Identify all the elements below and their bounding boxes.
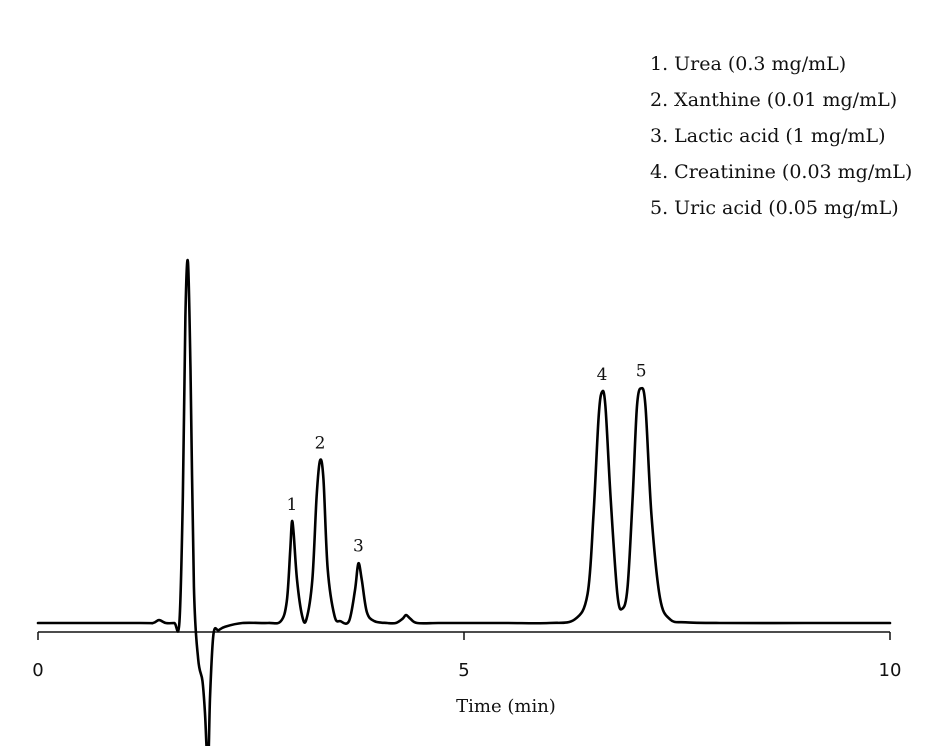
peak-label-3: 3: [353, 536, 364, 556]
legend-entry-2: 2. Xanthine (0.01 mg/mL): [650, 89, 897, 111]
x-tick-label-5: 5: [458, 660, 469, 681]
peak-labels: 1 2 3 4 5: [286, 361, 646, 556]
legend: 1. Urea (0.3 mg/mL) 2. Xanthine (0.01 mg…: [650, 53, 912, 219]
x-tick-label-0: 0: [32, 660, 43, 681]
peak-label-2: 2: [315, 434, 326, 454]
peak-label-4: 4: [597, 365, 608, 385]
legend-entry-3: 3. Lactic acid (1 mg/mL): [650, 125, 886, 147]
legend-entry-1: 1. Urea (0.3 mg/mL): [650, 53, 846, 75]
peak-label-1: 1: [286, 495, 297, 515]
chromatogram-trace: [36, 258, 892, 746]
x-axis-title: Time (min): [456, 696, 556, 717]
x-tick-label-10: 10: [879, 660, 902, 681]
peak-label-5: 5: [636, 361, 647, 381]
x-axis-tick-labels: 0 5 10: [32, 660, 901, 681]
legend-entry-4: 4. Creatinine (0.03 mg/mL): [650, 161, 912, 183]
x-axis-ticks: [37, 632, 891, 640]
legend-entry-5: 5. Uric acid (0.05 mg/mL): [650, 197, 899, 219]
